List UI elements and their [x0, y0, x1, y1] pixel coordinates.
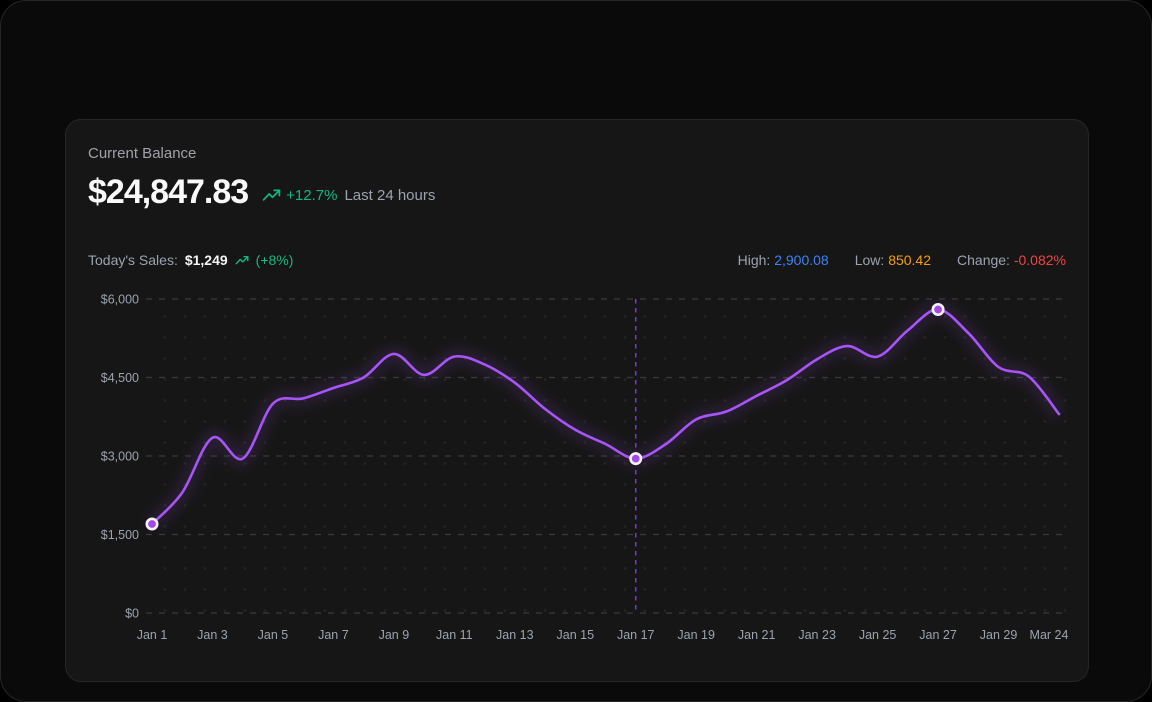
x-axis-tick-label: Jan 7 [318, 628, 349, 642]
x-axis-tick-label: Jan 19 [677, 628, 715, 642]
trending-up-icon [262, 189, 281, 201]
x-axis-tick-label: Jan 1 [137, 628, 168, 642]
x-axis-tick-label: Jan 27 [919, 628, 957, 642]
balance-trend: +12.7% [262, 187, 337, 204]
change-stat: Change: -0.082% [957, 252, 1066, 268]
high-value: 2,900.08 [774, 252, 829, 268]
balance-line-chart[interactable]: $0 $1,500 $3,000 $4,500 $6,000 Jan 1 Jan 3 Jan … [88, 289, 1068, 657]
chart-canvas[interactable]: $0 $1,500 $3,000 $4,500 $6,000 Jan 1 Jan 3 Jan … [88, 289, 1068, 657]
y-axis-tick-label: $0 [125, 607, 139, 621]
high-low-change-stats: High: 2,900.08 Low: 850.42 Change: -0.08… [738, 252, 1066, 268]
change-value: -0.082% [1013, 252, 1066, 268]
todays-sales-change: (+8%) [255, 252, 294, 268]
x-axis-tick-label: Jan 13 [496, 628, 534, 642]
stats-row: Today's Sales: $1,249 (+8%) High: 2,900.… [88, 250, 1066, 270]
x-axis-tick-label: Mar 24 [1030, 628, 1068, 642]
balance-series-line [150, 308, 1061, 526]
change-label: Change: [957, 252, 1010, 268]
balance-change-percent: +12.7% [286, 186, 338, 204]
x-axis-tick-label: Jan 21 [738, 628, 776, 642]
low-value: 850.42 [888, 252, 932, 268]
x-axis-tick-label: Jan 9 [379, 628, 410, 642]
balance-card: Current Balance $24,847.83 +12.7% Last 2… [65, 119, 1089, 682]
balance-amount: $24,847.83 [88, 172, 249, 211]
data-point-marker[interactable] [931, 302, 945, 316]
y-axis-tick-label: $1,500 [101, 528, 139, 542]
x-axis-tick-label: Jan 25 [859, 628, 897, 642]
balance-row: $24,847.83 +12.7% Last 24 hours [88, 172, 1066, 212]
todays-sales-label: Today's Sales: [88, 252, 178, 268]
x-axis-tick-label: Jan 5 [258, 628, 289, 642]
todays-sales: Today's Sales: $1,249 (+8%) [88, 252, 293, 268]
x-axis-tick-label: Jan 17 [617, 628, 655, 642]
balance-card-title: Current Balance [88, 145, 197, 162]
todays-sales-value: $1,249 [184, 252, 228, 268]
high-stat: High: 2,900.08 [738, 252, 829, 268]
x-axis-tick-label: Jan 11 [436, 628, 473, 642]
y-axis-tick-label: $3,000 [101, 450, 139, 464]
trending-up-icon [235, 255, 249, 264]
x-axis-tick-label: Jan 23 [798, 628, 836, 642]
x-axis-tick-label: Jan 29 [980, 628, 1018, 642]
x-axis-tick-label: Jan 3 [197, 628, 228, 642]
low-stat: Low: 850.42 [855, 252, 931, 268]
high-label: High: [737, 252, 771, 268]
y-axis-tick-label: $4,500 [101, 371, 139, 385]
line-glow [147, 303, 1065, 529]
low-label: Low: [854, 252, 885, 268]
balance-period-label: Last 24 hours [344, 186, 436, 204]
data-point-marker[interactable] [145, 517, 159, 531]
x-axis-tick-label: Jan 15 [557, 628, 595, 642]
y-axis-tick-label: $6,000 [101, 293, 139, 307]
data-point-marker[interactable] [629, 452, 643, 466]
